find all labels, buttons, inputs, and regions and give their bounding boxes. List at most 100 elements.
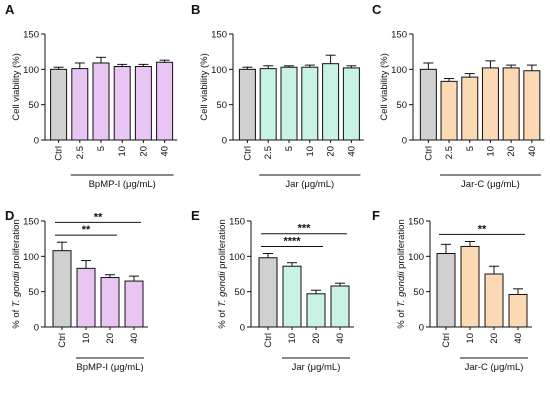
x-tick-label: 2.5 [75, 146, 86, 159]
bar [306, 293, 326, 328]
bar [50, 68, 68, 141]
bar [92, 62, 110, 141]
significance-label: ** [82, 224, 91, 236]
panel-letter: C [372, 2, 382, 17]
y-tick-label: 50 [396, 100, 407, 111]
x-tick-label: 20 [489, 333, 500, 344]
bar [124, 280, 144, 328]
x-axis-label: Jar-C (μg/mL) [465, 362, 524, 373]
x-tick-label: 40 [513, 333, 524, 344]
y-tick-label: 100 [211, 65, 227, 76]
bar [460, 245, 480, 328]
x-tick-label: 10 [81, 333, 92, 344]
bar [508, 293, 528, 328]
bar [436, 253, 456, 328]
bar [258, 257, 278, 328]
x-tick-label: 5 [284, 146, 295, 151]
x-tick-label: 40 [335, 333, 346, 344]
y-tick-label: 50 [234, 287, 245, 298]
bar [71, 68, 89, 141]
y-tick-label: 100 [229, 252, 245, 263]
x-axis-label: BpMP-I (μg/mL) [89, 179, 156, 190]
bar [259, 68, 277, 141]
y-tick-label: 100 [408, 252, 424, 263]
y-tick-label: 50 [28, 287, 39, 298]
significance-label: **** [283, 235, 301, 247]
y-axis-label: % of T. gondii proliferation [396, 219, 407, 329]
y-tick-label: 150 [23, 30, 39, 41]
x-tick-label: 10 [485, 146, 496, 157]
bar [113, 66, 131, 141]
panel-f: F 0 50 100 150% of T. gondii proliferation Ct… [372, 208, 532, 373]
bar [100, 277, 120, 328]
y-tick-label: 50 [413, 287, 424, 298]
x-tick-label: Ctrl [263, 333, 274, 348]
y-tick-label: 150 [408, 217, 424, 228]
x-tick-label: 20 [105, 333, 116, 344]
bar [76, 267, 96, 328]
x-tick-label: Ctrl [423, 146, 434, 161]
x-tick-label: 10 [305, 146, 316, 157]
y-tick-label: 100 [23, 65, 39, 76]
x-tick-label: 20 [326, 146, 337, 157]
bar [301, 66, 319, 141]
x-tick-label: 20 [506, 146, 517, 157]
y-tick-label: 150 [23, 217, 39, 228]
x-tick-label: 2.5 [263, 146, 274, 159]
significance-label: ** [94, 211, 103, 223]
y-tick-label: 0 [34, 323, 39, 334]
x-axis-label: Jar-C (μg/mL) [461, 179, 520, 190]
x-tick-label: 5 [96, 146, 107, 151]
y-tick-label: 0 [222, 136, 227, 147]
x-tick-label: 10 [287, 333, 298, 344]
significance-label: ** [478, 223, 487, 235]
y-axis-label: Cell viability (%) [199, 53, 210, 121]
bar [134, 66, 152, 141]
y-tick-label: 150 [229, 217, 245, 228]
panel-letter: B [191, 2, 200, 17]
y-axis-label: Cell viability (%) [379, 53, 390, 121]
y-tick-label: 50 [216, 100, 227, 111]
panel-b: B 0 50 100 150 Cell viability (%) Ctrl 2.5 5 10 20… [191, 2, 364, 190]
significance-label: *** [298, 223, 312, 235]
bar [481, 67, 499, 141]
bar [280, 66, 298, 141]
panel-d: D 0 50 100 150% of T. gondii proliferation Ct… [5, 208, 148, 373]
y-tick-label: 150 [211, 30, 227, 41]
bar [156, 61, 174, 141]
bar [523, 70, 541, 141]
bar [502, 67, 520, 141]
x-tick-label: Ctrl [441, 333, 452, 348]
bar [52, 250, 72, 328]
bar [440, 80, 458, 141]
x-tick-label: 5 [465, 146, 476, 151]
x-tick-label: Ctrl [57, 333, 68, 348]
panel-letter: E [191, 208, 200, 223]
x-tick-label: 10 [117, 146, 128, 157]
x-tick-label: 10 [465, 333, 476, 344]
bar [238, 68, 256, 141]
y-axis-label: % of T. gondii proliferation [217, 219, 228, 329]
x-axis-label: Jar (μg/mL) [292, 362, 341, 373]
x-tick-label: 40 [527, 146, 538, 157]
x-tick-label: 20 [138, 146, 149, 157]
y-axis-label: Cell viability (%) [11, 53, 22, 121]
panel-letter: F [372, 208, 380, 223]
x-axis-label: Jar (μg/mL) [285, 179, 334, 190]
y-tick-label: 150 [391, 30, 407, 41]
panel-a: A 0 50 100 150 Cell viability (%) Ctrl 2.5 5 10 20… [5, 2, 178, 190]
y-tick-label: 0 [240, 323, 245, 334]
x-tick-label: 40 [160, 146, 171, 157]
x-tick-label: 40 [129, 333, 140, 344]
bar [322, 63, 340, 141]
bar [282, 265, 302, 328]
y-tick-label: 100 [391, 65, 407, 76]
panel-c: C 0 50 100 150 Cell viability (%) Ctrl 2.5 5 10 20… [372, 2, 545, 190]
panel-letter: D [5, 208, 14, 223]
bar [461, 76, 479, 141]
y-tick-label: 0 [419, 323, 424, 334]
x-tick-label: 40 [346, 146, 357, 157]
panel-letter: A [5, 2, 15, 17]
x-tick-label: 20 [311, 333, 322, 344]
